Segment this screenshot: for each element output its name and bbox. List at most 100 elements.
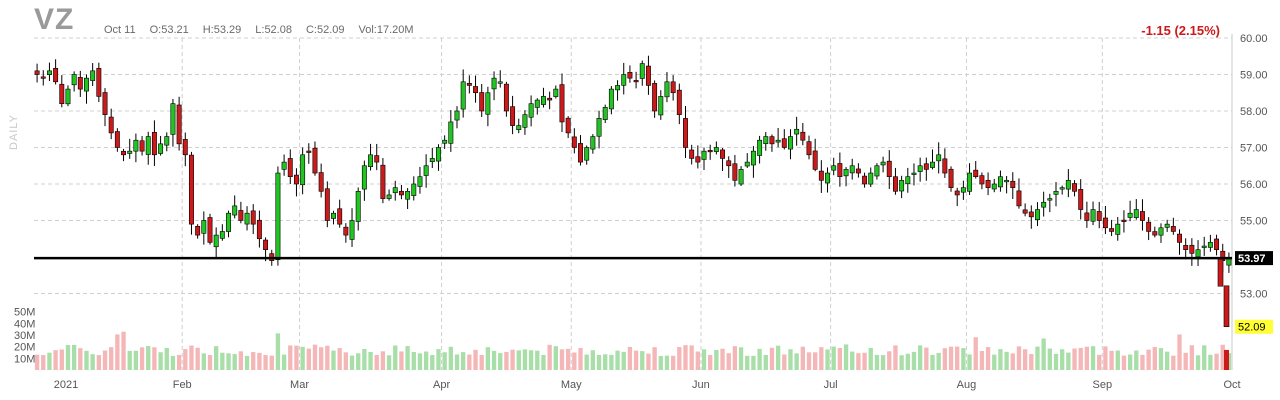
volume-bar [936, 352, 941, 370]
candle-body [627, 72, 633, 79]
volume-bar [331, 350, 336, 370]
volume-bar [485, 347, 491, 370]
price-tick-label: 58.00 [1240, 106, 1268, 118]
volume-bar [306, 348, 311, 370]
volume-bar [244, 355, 250, 370]
candle-body [1004, 180, 1010, 183]
candle-body [1164, 223, 1170, 228]
volume-bar [670, 355, 676, 370]
price-tick-label: 56.00 [1240, 179, 1268, 191]
candle-body [466, 83, 472, 86]
candle-body [1065, 180, 1071, 190]
volume-bar [170, 355, 176, 370]
candle-body [151, 131, 157, 156]
volume-bar [275, 333, 281, 370]
volume-bar [238, 351, 244, 370]
candle-body [460, 81, 466, 110]
volume-bar [609, 354, 614, 370]
candle-body [923, 163, 929, 170]
candle-body [899, 180, 905, 192]
volume-bar [1121, 355, 1127, 370]
volume-bar [1158, 348, 1164, 370]
volume-bar [559, 349, 565, 370]
candle-body [948, 168, 954, 188]
volume-bar [813, 352, 818, 370]
volume-bar [139, 347, 145, 370]
volume-bar [973, 337, 978, 370]
volume-bar [362, 349, 367, 370]
candle-body [287, 158, 293, 178]
candle-body [293, 174, 299, 185]
volume-bar [220, 352, 225, 370]
volume-bar [368, 351, 373, 370]
volume-bar [146, 345, 151, 370]
candle-body [763, 136, 769, 144]
candle-body [324, 188, 330, 221]
volume-bar [528, 350, 534, 370]
candle-body [491, 77, 497, 90]
candle-body [652, 83, 658, 112]
candle-body [732, 163, 738, 181]
month-label: Oct [1223, 379, 1240, 391]
volume-bar [47, 352, 52, 370]
interval-label: DAILY [8, 114, 20, 150]
volume-bar [732, 346, 738, 370]
candlesticks [34, 55, 1232, 328]
price-tick-label: 53.00 [1240, 289, 1268, 301]
volume-bar [374, 355, 379, 370]
volume-bar [590, 350, 596, 370]
candle-body [300, 154, 306, 186]
volume-bar [251, 352, 256, 370]
candle-body [114, 131, 120, 148]
volume-bar [41, 355, 46, 370]
candle-body [979, 175, 985, 185]
candle-body [831, 165, 837, 171]
candle-body [973, 169, 979, 177]
price-tick-label: 57.00 [1240, 143, 1268, 155]
volume-bar [133, 350, 139, 370]
grid-lines [34, 34, 1233, 370]
candle-body [1146, 221, 1152, 232]
candle-body [584, 147, 590, 161]
candle-body [176, 104, 182, 145]
volume-bar [578, 348, 583, 370]
volume-bar [232, 354, 237, 370]
volume-bar [677, 347, 682, 370]
volume-bar [176, 354, 182, 370]
volume-bar [183, 349, 188, 370]
candle-body [503, 83, 509, 112]
volume-bar [880, 355, 886, 370]
candle-body [318, 172, 324, 192]
volume-bar [1022, 349, 1028, 370]
candle-body [1084, 212, 1090, 221]
volume-bar [720, 348, 725, 370]
volume-bar [930, 354, 935, 370]
candle-body [182, 139, 188, 156]
candle-body [1133, 209, 1139, 218]
volume-bar [1214, 353, 1219, 370]
volume-bar [90, 354, 95, 370]
volume-bar [257, 352, 262, 370]
candle-body [794, 128, 800, 135]
candle-body [355, 191, 361, 222]
candle-body [658, 96, 664, 116]
volume-bar [893, 345, 898, 370]
volume-bar [1220, 344, 1225, 370]
volume-bar [726, 353, 731, 370]
candle-body [855, 168, 861, 174]
candle-body [553, 88, 559, 97]
volume-bar [1177, 334, 1182, 370]
candle-body [170, 103, 176, 135]
volume-bar [491, 350, 497, 370]
candle-body [1059, 187, 1065, 190]
volume-bar [757, 348, 762, 370]
candle-body [306, 150, 312, 153]
volume-tick-label: 40M [14, 318, 35, 330]
candle-body [1016, 190, 1022, 207]
volume-bar [572, 352, 577, 370]
volume-bar [633, 350, 639, 370]
volume-bar [1146, 349, 1151, 370]
candle-body [331, 212, 336, 219]
volume-bar [819, 347, 824, 370]
volume-bar [825, 349, 830, 370]
